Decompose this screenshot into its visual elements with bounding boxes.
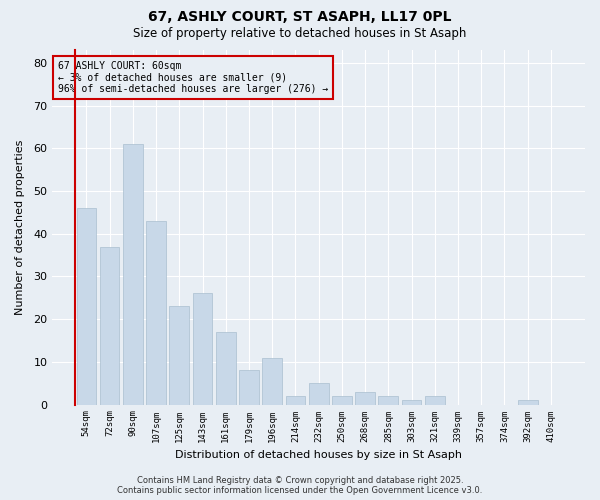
Bar [332, 396, 352, 404]
Bar [239, 370, 259, 404]
Bar [379, 396, 398, 404]
Text: Contains HM Land Registry data © Crown copyright and database right 2025.
Contai: Contains HM Land Registry data © Crown c… [118, 476, 482, 495]
Text: 67 ASHLY COURT: 60sqm
← 3% of detached houses are smaller (9)
96% of semi-detach: 67 ASHLY COURT: 60sqm ← 3% of detached h… [58, 60, 328, 94]
Bar [518, 400, 538, 404]
Bar [123, 144, 143, 405]
Bar [286, 396, 305, 404]
Bar [169, 306, 189, 404]
Bar [401, 400, 421, 404]
Bar [77, 208, 96, 404]
Bar [193, 294, 212, 405]
Bar [216, 332, 236, 404]
X-axis label: Distribution of detached houses by size in St Asaph: Distribution of detached houses by size … [175, 450, 462, 460]
Bar [262, 358, 282, 405]
Text: 67, ASHLY COURT, ST ASAPH, LL17 0PL: 67, ASHLY COURT, ST ASAPH, LL17 0PL [148, 10, 452, 24]
Bar [146, 221, 166, 404]
Bar [425, 396, 445, 404]
Text: Size of property relative to detached houses in St Asaph: Size of property relative to detached ho… [133, 28, 467, 40]
Bar [100, 246, 119, 404]
Bar [309, 383, 329, 404]
Bar [355, 392, 375, 404]
Y-axis label: Number of detached properties: Number of detached properties [15, 140, 25, 315]
